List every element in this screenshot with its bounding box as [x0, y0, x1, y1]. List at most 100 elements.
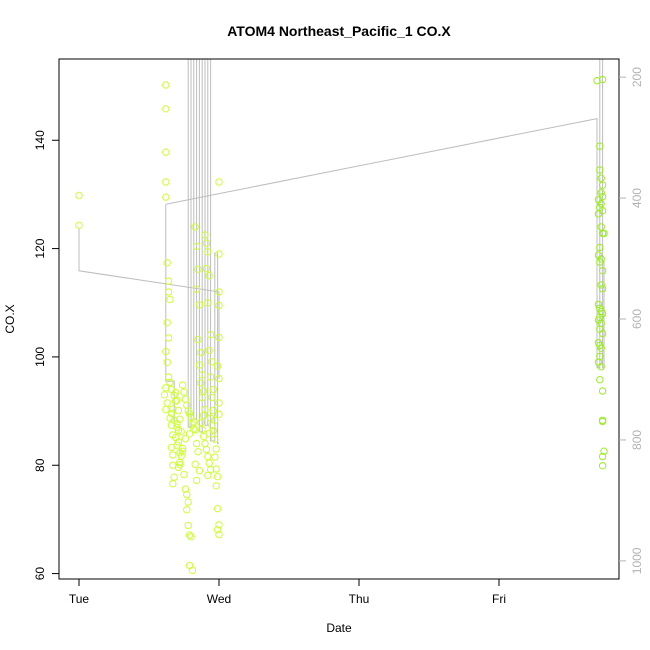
data-point: [184, 521, 192, 530]
profile-line: [187, 59, 192, 428]
data-point: [597, 281, 605, 289]
data-point: [180, 470, 188, 479]
data-point: [594, 210, 603, 218]
data-point: [185, 410, 194, 418]
data-point: [598, 387, 607, 395]
data-point: [187, 533, 195, 541]
data-points: [75, 75, 608, 574]
data-point: [171, 397, 180, 405]
data-point: [209, 385, 218, 394]
data-point: [202, 239, 211, 247]
data-point: [167, 409, 176, 417]
y-tick-label: 80: [33, 458, 47, 472]
data-point: [197, 348, 205, 357]
data-point: [183, 506, 191, 514]
data-point: [185, 561, 194, 570]
data-point: [206, 331, 215, 339]
data-point: [183, 490, 191, 499]
data-point: [180, 388, 188, 396]
data-point: [173, 441, 181, 449]
data-point: [597, 344, 605, 352]
data-point: [192, 242, 201, 251]
data-point: [163, 319, 171, 327]
data-point: [204, 452, 212, 461]
data-point: [215, 521, 223, 529]
y-tick-label: 100: [33, 347, 47, 367]
data-point: [162, 81, 170, 89]
data-point: [596, 243, 604, 252]
data-point: [598, 285, 607, 293]
data-point: [176, 458, 184, 467]
data-point: [204, 299, 212, 307]
data-point: [178, 381, 187, 389]
data-point: [215, 178, 223, 186]
data-point: [160, 391, 169, 399]
data-point: [167, 385, 176, 394]
data-point: [206, 414, 215, 422]
data-point: [163, 358, 171, 366]
y-tick-label: 140: [33, 130, 47, 150]
data-point: [194, 448, 202, 456]
data-point: [199, 432, 208, 441]
data-point: [191, 460, 199, 468]
data-point: [204, 248, 212, 256]
data-point: [211, 453, 219, 461]
data-point: [163, 399, 171, 407]
data-point: [185, 430, 194, 438]
data-point: [181, 395, 190, 403]
data-point: [205, 272, 213, 280]
data-point: [213, 472, 222, 481]
data-point: [597, 223, 605, 231]
data-point: [169, 405, 177, 413]
data-point: [195, 301, 204, 309]
data-point: [211, 435, 219, 443]
data-point: [164, 334, 173, 342]
data-point: [208, 422, 216, 430]
data-point: [162, 148, 170, 156]
data-point: [209, 406, 218, 415]
data-point: [201, 439, 209, 448]
data-point: [597, 363, 605, 371]
data-point: [199, 387, 208, 395]
x-tick-label: Thu: [349, 592, 370, 606]
data-point: [202, 445, 211, 454]
data-point: [187, 413, 195, 422]
data-point: [174, 426, 183, 435]
data-point: [169, 480, 177, 488]
profile-line: [210, 59, 216, 442]
data-point: [162, 347, 170, 356]
data-point: [174, 463, 183, 472]
data-point: [164, 288, 173, 296]
data-point: [166, 414, 174, 422]
data-point: [215, 333, 223, 342]
data-point: [213, 526, 222, 534]
data-point: [169, 451, 177, 459]
data-point: [195, 467, 204, 475]
data-point: [215, 399, 223, 407]
y-tick-label: 120: [33, 238, 47, 258]
data-point: [215, 250, 223, 258]
right-tick-label: 1000: [630, 547, 644, 574]
data-point: [163, 259, 171, 267]
data-point: [197, 418, 205, 427]
data-point: [201, 231, 209, 239]
x-tick-label: Fri: [492, 592, 506, 606]
data-point: [598, 329, 607, 338]
right-tick-label: 600: [630, 309, 644, 329]
y-axis: 60 80 100 120 140: [33, 130, 59, 580]
data-point: [162, 178, 170, 186]
data-point: [166, 378, 174, 387]
data-point: [194, 335, 202, 344]
data-point: [198, 425, 206, 434]
data-point: [212, 465, 220, 473]
data-point: [170, 473, 178, 481]
data-point: [597, 174, 605, 182]
data-point: [593, 77, 601, 85]
profile-lines: [78, 59, 605, 445]
data-point: [164, 277, 173, 285]
data-point: [598, 462, 607, 470]
profile-line: [204, 59, 209, 426]
data-point: [215, 530, 223, 539]
data-point: [205, 429, 213, 437]
right-tick-label: 200: [630, 67, 644, 87]
